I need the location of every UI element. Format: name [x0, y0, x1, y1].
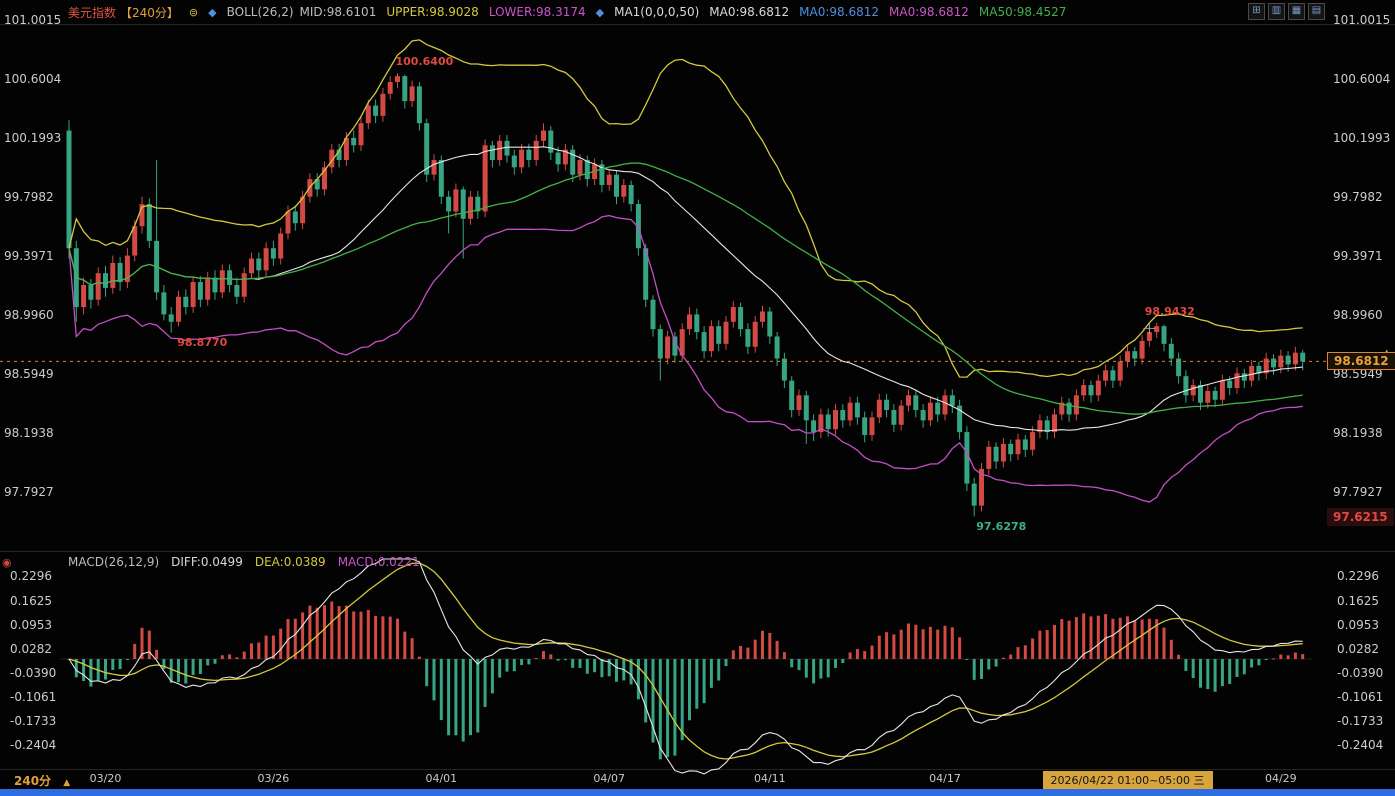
period-up-arrow-icon: ▲ — [63, 778, 71, 788]
link-icon[interactable]: ⊜ — [188, 5, 199, 19]
bar-view-icon[interactable]: ▦ — [1288, 3, 1305, 20]
boll-label: BOLL(26,2) — [226, 5, 294, 19]
period-text: 240分 — [14, 774, 52, 788]
highlighted-datetime: 2026/04/22 01:00~05:00 三 — [1042, 771, 1213, 789]
last-price-tag: 98.6812 — [1327, 352, 1395, 371]
macd-panel-icon[interactable]: ◉ — [2, 556, 12, 569]
period-tag: 【240分】 — [120, 5, 179, 20]
indicator-header-bar: 美元指数 【240分】 ⊜ ◆ BOLL(26,2) MID:98.6101 U… — [0, 0, 1395, 24]
ma50-value: MA50:98.4527 — [978, 5, 1067, 19]
window-layout-icons: ⊞ ▥ ▦ ▤ — [1248, 3, 1325, 20]
ma0-value-magenta: MA0:98.6812 — [889, 5, 969, 19]
ma0-value-white: MA0:98.6812 — [709, 5, 790, 19]
line-view-icon[interactable]: ▤ — [1308, 3, 1325, 20]
boll-upper-value: UPPER:98.9028 — [386, 5, 479, 19]
ma0-value-blue: MA0:98.6812 — [799, 5, 880, 19]
macd-title: MACD(26,12,9) — [68, 555, 160, 569]
macd-macd-value: MACD:0.0221 — [337, 555, 420, 569]
grid-plus-icon[interactable]: ⊞ — [1248, 3, 1265, 20]
instrument-title: 美元指数 — [68, 5, 117, 20]
period-indicator[interactable]: 240分 ▲ — [14, 772, 70, 789]
range-low-tag: 97.6215 — [1327, 508, 1394, 527]
ma-indicator-icon[interactable]: ◆ — [595, 5, 605, 19]
boll-mid-value: MID:98.6101 — [299, 5, 377, 19]
macd-diff-value: DIFF:0.0499 — [171, 555, 243, 569]
macd-dea-value: DEA:0.0389 — [254, 555, 326, 569]
macd-header-bar: MACD(26,12,9) DIFF:0.0499 DEA:0.0389 MAC… — [68, 555, 420, 569]
ma-group-label: MA1(0,0,0,50) — [614, 5, 700, 19]
candle-view-icon[interactable]: ▥ — [1268, 3, 1285, 20]
boll-indicator-icon[interactable]: ◆ — [208, 5, 217, 19]
boll-lower-value: LOWER:98.3174 — [488, 5, 586, 19]
